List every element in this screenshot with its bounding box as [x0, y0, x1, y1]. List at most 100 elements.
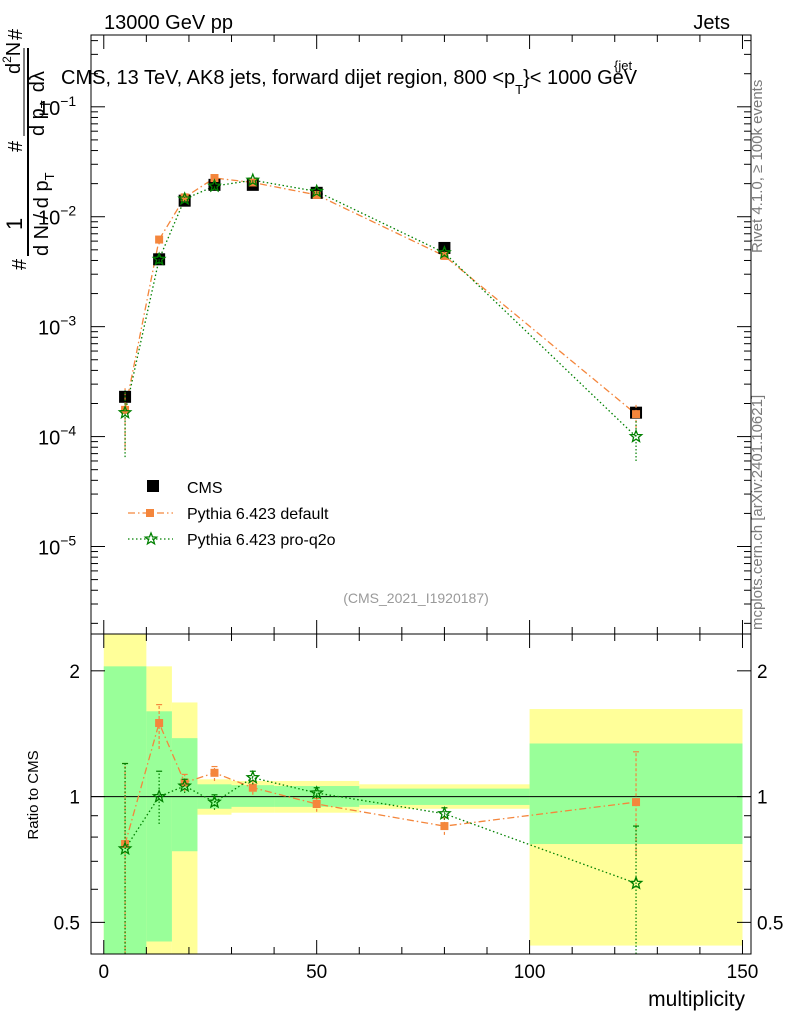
- pythia-default-point: [312, 190, 321, 199]
- title-prefix: CMS, 13 TeV, AK8 jets, forward dijet reg…: [61, 67, 515, 89]
- main-line-pythia-proq2o: [124, 179, 637, 438]
- main-y-tick-label: 10−1: [38, 93, 76, 120]
- pythia-proq2o-point: [309, 183, 325, 198]
- main-data-layer: [117, 172, 644, 461]
- main-y-tick-exponent: −4: [60, 423, 76, 439]
- x-axis-label: multiplicity: [648, 988, 745, 1011]
- ratio-point-pythia-default: [312, 800, 321, 809]
- ratio-y-tick-label: 1: [69, 788, 80, 809]
- ratio-y-tick-label-right: 0.5: [757, 913, 783, 934]
- x-tick-label: 150: [727, 962, 759, 983]
- pythia-proq2o-point: [151, 251, 167, 266]
- pythia-default-point: [632, 410, 641, 419]
- legend-cms-marker: [147, 480, 159, 492]
- main-y-tick-label: 10−5: [38, 533, 76, 560]
- main-panel: 10−110−210−310−410−5 CMS, 13 TeV, AK8 je…: [0, 28, 752, 635]
- x-tick-label: 100: [514, 962, 546, 983]
- ratio-point-pythia-proq2o: [177, 778, 193, 793]
- ratio-y-tick-label-right: 2: [757, 662, 768, 683]
- x-tick-labels: 0 50 100 150: [98, 962, 758, 983]
- ratio-panel: 0.5 0.5 1 1 2 2 0 50 100 150 Ratio to CMS multip…: [25, 633, 783, 1011]
- ratio-y-tick-label: 0.5: [54, 913, 80, 934]
- ratio-green-band-4: [231, 785, 275, 807]
- ylabel-d-lambda-d: d: [27, 81, 49, 92]
- ratio-point-pythia-default: [440, 822, 449, 831]
- ylabel-inner-den: d pTdλ: [27, 71, 53, 136]
- ylabel-inner-num: d2N: [0, 42, 25, 74]
- main-y-tick-labels: 10−110−210−310−410−5: [38, 93, 76, 560]
- analysis-watermark: (CMS_2021_I1920187): [343, 590, 489, 606]
- legend-cms-label: CMS: [187, 480, 223, 497]
- ylabel-one: 1: [2, 218, 27, 230]
- ratio-data-layer: [117, 704, 644, 954]
- main-y-tick-exponent: −5: [60, 533, 76, 549]
- ylabel-d2-exp: 2: [0, 56, 14, 63]
- pythia-proq2o-point: [628, 428, 644, 443]
- ratio-axis-ticks: [91, 634, 751, 954]
- x-tick-label: 50: [306, 962, 327, 983]
- main-y-tick-label: 10−4: [38, 423, 76, 450]
- header-energy-label: 13000 GeV pp: [104, 12, 233, 34]
- rivet-version-label: Rivet 4.1.0, ≥ 100k events: [749, 80, 766, 253]
- ratio-y-tick-label-right: 1: [757, 788, 768, 809]
- pythia-proq2o-point: [177, 191, 193, 206]
- ratio-point-pythia-default: [155, 719, 164, 728]
- legend: CMS Pythia 6.423 default Pythia 6.423 pr…: [128, 480, 336, 549]
- ratio-point-pythia-proq2o: [151, 788, 167, 803]
- main-y-tick-exponent: −2: [60, 203, 76, 219]
- main-y-axis-label: # 1 d N / d pT # d pTdλ d2N #: [0, 28, 57, 270]
- pythia-proq2o-point: [207, 178, 222, 193]
- pythia-proq2o-point: [245, 172, 261, 187]
- ratio-green-band-2: [171, 738, 198, 852]
- main-y-tick-label: 10−3: [38, 313, 76, 340]
- ylabel-sub-t1: T: [42, 172, 57, 180]
- x-tick-label: 0: [98, 962, 109, 983]
- chart-title: CMS, 13 TeV, AK8 jets, forward dijet reg…: [61, 67, 638, 97]
- ylabel-d2-n: N: [3, 42, 25, 56]
- main-y-tick-mantissa: 10: [38, 318, 60, 340]
- ratio-point-pythia-default: [180, 778, 189, 787]
- pythia-proq2o-point: [117, 404, 133, 419]
- main-y-tick-mantissa: 10: [38, 538, 60, 560]
- pythia-default-point: [155, 235, 164, 244]
- ylabel-hash-3: #: [5, 28, 27, 40]
- ratio-point-pythia-proq2o: [245, 769, 261, 784]
- ylabel-dn-dp: d N / d p: [31, 180, 53, 256]
- ylabel-hash-1: #: [9, 258, 31, 270]
- ratio-point-pythia-proq2o: [117, 841, 133, 856]
- ratio-y-axis-label: Ratio to CMS: [25, 750, 42, 839]
- ratio-green-band-1: [146, 711, 172, 942]
- ratio-point-pythia-proq2o: [437, 805, 452, 820]
- mcplots-label: mcplots.cern.ch [arXiv:2401.10621]: [749, 395, 766, 630]
- header-jets-label: Jets: [693, 12, 730, 34]
- main-axis-ticks: [91, 35, 751, 634]
- main-y-tick-mantissa: 10: [38, 428, 60, 450]
- pythia-default-point: [210, 174, 219, 183]
- ratio-frame: [90, 633, 752, 955]
- ylabel-hash-2: #: [5, 140, 27, 152]
- ratio-uncertainty-bands: [103, 634, 743, 954]
- title-superscript: {jet: [614, 58, 632, 73]
- main-y-tick-label: 10−2: [38, 203, 76, 230]
- main-y-tick-mantissa: 10: [38, 208, 60, 230]
- pythia-default-point: [121, 405, 130, 414]
- ratio-point-pythia-default: [248, 783, 257, 792]
- legend-default-marker: [146, 509, 154, 517]
- legend-star-shape: [143, 531, 159, 546]
- ylabel-denominator: d N / d pT: [31, 172, 57, 256]
- main-y-tick-mantissa: 10: [38, 98, 60, 120]
- ratio-point-pythia-default: [210, 768, 219, 777]
- main-y-tick-exponent: −3: [60, 313, 76, 329]
- ylabel-lambda: λ: [27, 71, 49, 81]
- ratio-point-pythia-proq2o: [207, 794, 222, 809]
- ratio-point-pythia-default: [632, 798, 641, 807]
- pythia-proq2o-point: [437, 245, 452, 260]
- main-line-pythia-default: [124, 177, 637, 415]
- ratio-point-pythia-proq2o: [309, 785, 325, 800]
- ratio-point-pythia-proq2o: [628, 875, 644, 890]
- title-sub: T: [515, 82, 523, 97]
- legend-proq2o-marker: [143, 531, 159, 546]
- ratio-y-tick-label: 2: [69, 662, 80, 683]
- ylabel-dp: d p: [27, 108, 49, 136]
